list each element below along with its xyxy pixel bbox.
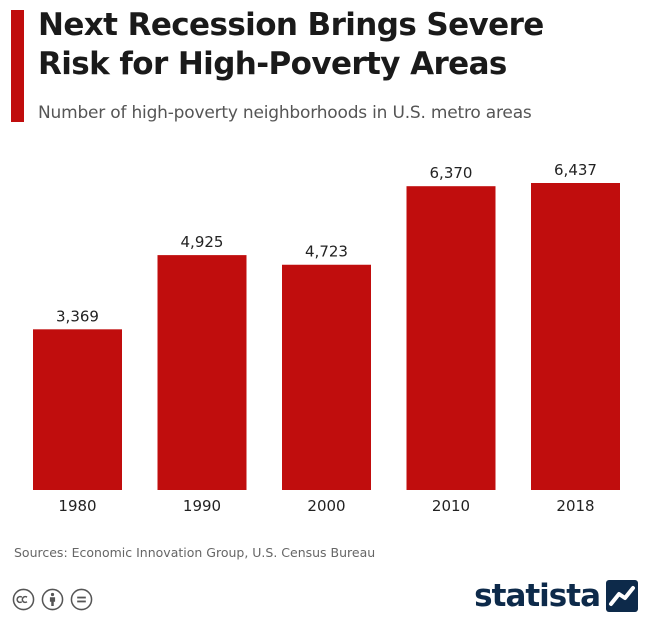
x-tick-label-2010: 2010	[432, 497, 470, 515]
title-accent-bar	[11, 10, 24, 122]
statista-brand[interactable]: statista	[474, 578, 638, 614]
creative-commons-icon[interactable]	[12, 588, 35, 611]
chart-subtitle: Number of high-poverty neighborhoods in …	[38, 103, 532, 123]
bar-1980	[33, 329, 122, 490]
no-derivatives-icon[interactable]	[70, 588, 93, 611]
x-tick-label-1990: 1990	[183, 497, 221, 515]
bar-chart: 3,369 1980 4,925 1990 4,723 2000 6,370 2010 6,43…	[33, 161, 620, 515]
statista-logo-icon	[606, 580, 638, 612]
value-label-2000: 4,723	[305, 243, 348, 261]
x-tick-label-2000: 2000	[307, 497, 345, 515]
bar-2018	[531, 183, 620, 490]
bar-2000	[282, 264, 371, 490]
bar-2010	[406, 186, 496, 490]
bar-1990	[157, 255, 247, 490]
value-label-1980: 3,369	[56, 307, 99, 325]
attribution-icon[interactable]	[41, 588, 64, 611]
value-label-2010: 6,370	[430, 164, 473, 182]
brand-name: statista	[474, 578, 601, 614]
value-label-1990: 4,925	[181, 233, 224, 251]
value-label-2018: 6,437	[554, 161, 597, 179]
x-tick-label-1980: 1980	[58, 497, 96, 515]
source-note: Sources: Economic Innovation Group, U.S.…	[14, 545, 376, 560]
chart-title: Next Recession Brings Severe Risk for Hi…	[38, 7, 544, 82]
x-tick-label-2018: 2018	[556, 497, 594, 515]
license-icons	[12, 588, 93, 611]
